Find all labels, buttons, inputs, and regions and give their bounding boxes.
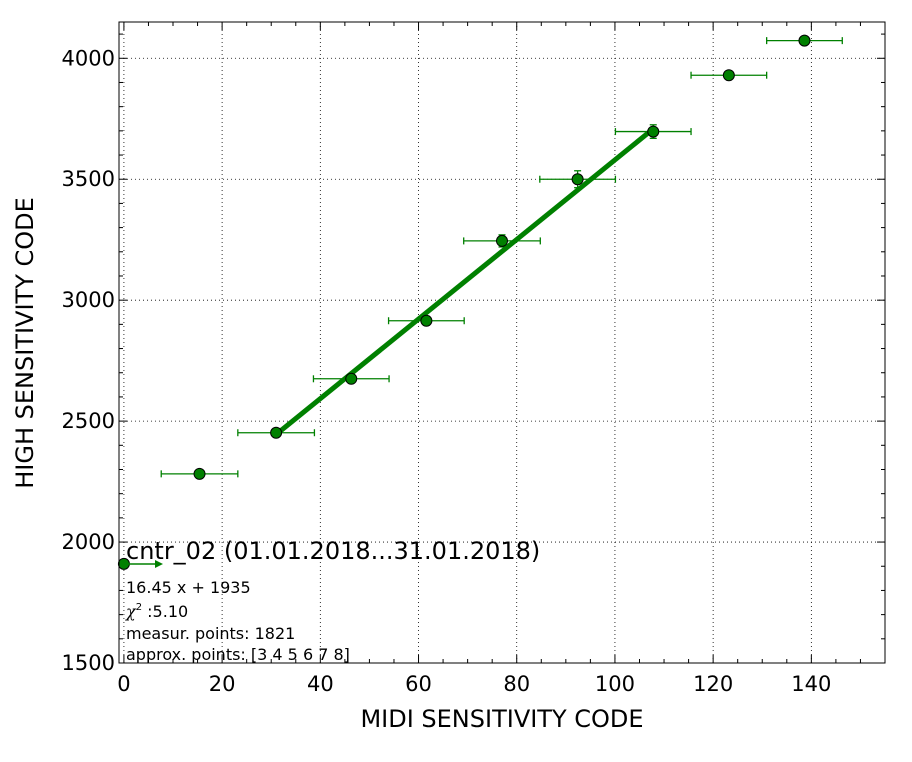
data-point: [270, 426, 283, 439]
y-tick-label: 2500: [62, 409, 115, 433]
chi-value: :5.10: [142, 602, 188, 621]
x-tick-label: 80: [503, 672, 530, 696]
data-point: [496, 234, 508, 247]
grid: [119, 22, 885, 664]
data-point: [420, 314, 433, 327]
x-tick-labels: 0 20 40 60 80 100 120 140: [117, 672, 831, 696]
x-tick-label: 100: [595, 672, 635, 696]
y-axis-title: HIGH SENSITIVITY CODE: [11, 197, 39, 489]
annotation-title: cntr_02 (01.01.2018...31.01.2018): [126, 537, 540, 565]
annotation-block: cntr_02 (01.01.2018...31.01.2018) 16.45 …: [124, 537, 540, 664]
data-markers: [117, 34, 811, 570]
x-tick-label: 40: [307, 672, 334, 696]
annotation-chi: χ2 :5.10: [125, 602, 188, 621]
plot-frame: [118, 21, 886, 664]
data-point: [571, 173, 584, 186]
annotation-measur-points: measur. points: 1821: [126, 624, 295, 643]
x-tick-label: 60: [405, 672, 432, 696]
y-tick-label: 1500: [62, 651, 115, 675]
data-point: [798, 34, 811, 47]
y-tick-label: 2000: [62, 530, 115, 554]
y-tick-label: 3000: [62, 288, 115, 312]
y-tick-labels: 1500 2000 2500 3000 3500 4000: [62, 46, 115, 675]
data-point: [345, 372, 358, 385]
chi-superscript: 2: [136, 602, 142, 613]
data-point: [722, 69, 735, 82]
x-tick-label: 0: [117, 672, 130, 696]
chi-symbol: χ: [125, 602, 137, 621]
y-tick-label: 4000: [62, 46, 115, 70]
x-tick-label: 140: [791, 672, 831, 696]
x-axis-title: MIDI SENSITIVITY CODE: [360, 705, 643, 733]
data-point: [647, 125, 660, 138]
data-point: [193, 467, 206, 480]
x-tick-label: 20: [209, 672, 236, 696]
annotation-equation: 16.45 x + 1935: [126, 578, 251, 597]
y-tick-label: 3500: [62, 167, 115, 191]
legend-arrow-icon: [155, 560, 163, 568]
x-tick-label: 120: [693, 672, 733, 696]
annotation-approx-points: approx. points: [3 4 5 6 7 8]: [126, 645, 350, 664]
